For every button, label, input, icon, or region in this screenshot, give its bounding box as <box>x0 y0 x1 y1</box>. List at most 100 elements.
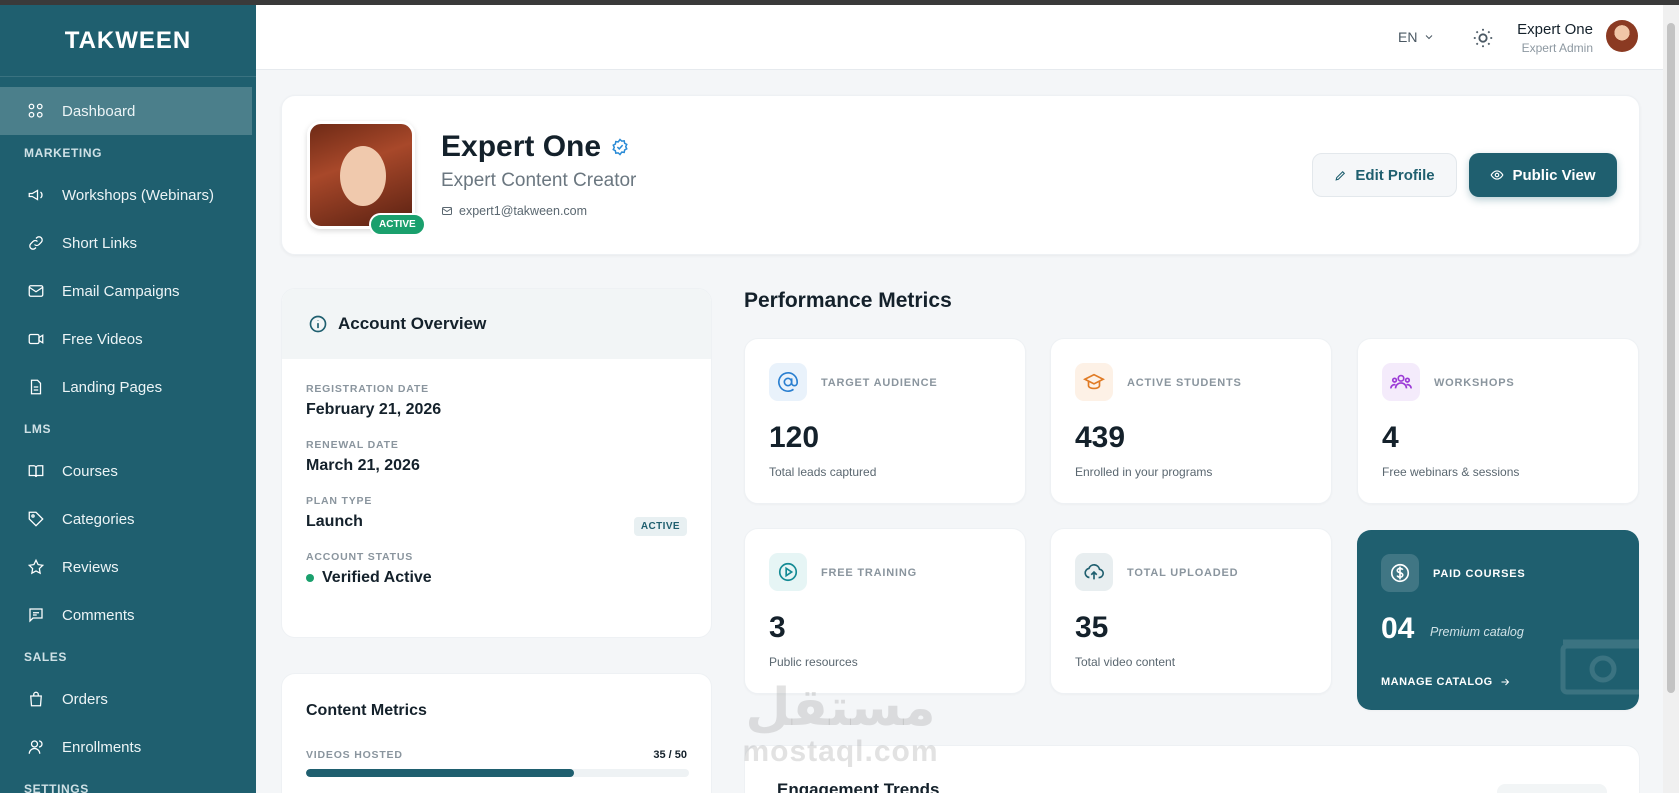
status-dot <box>306 574 314 582</box>
sidebar-item-reviews[interactable]: Reviews <box>0 543 256 591</box>
profile-email: expert1@takween.com <box>441 204 587 218</box>
sidebar-item-label: Free Videos <box>62 330 143 348</box>
sidebar-item-short-links[interactable]: Short Links <box>0 219 256 267</box>
public-view-button[interactable]: Public View <box>1469 153 1617 197</box>
status-badge: ACTIVE <box>369 213 426 236</box>
metric-card-paid-courses[interactable]: PAID COURSES 04 Premium catalog MANAGE C… <box>1357 530 1639 710</box>
account-status-value: Verified Active <box>306 569 687 587</box>
sidebar-item-label: Email Campaigns <box>62 282 180 300</box>
profile-photo <box>307 121 415 229</box>
performance-metrics-title: Performance Metrics <box>744 289 952 312</box>
metric-icon-box <box>769 553 807 591</box>
metric-label: FREE TRAINING <box>821 567 917 579</box>
language-selector[interactable]: EN <box>1398 29 1435 45</box>
metric-value: 04 <box>1381 612 1415 645</box>
sidebar-item-dashboard[interactable]: Dashboard <box>0 87 252 135</box>
registration-date-value: February 21, 2026 <box>306 401 442 418</box>
sidebar-item-label: Orders <box>62 690 108 708</box>
grid-icon <box>26 101 46 121</box>
banknote-icon <box>1559 638 1639 698</box>
metric-card-total-uploaded[interactable]: TOTAL UPLOADED 35 Total video content <box>1050 528 1332 694</box>
star-icon <box>26 557 46 577</box>
video-icon <box>26 329 46 349</box>
account-status-field: ACCOUNT STATUS Verified Active <box>306 551 687 587</box>
metric-icon-box <box>769 363 807 401</box>
sidebar-item-label: Landing Pages <box>62 378 163 396</box>
tag-icon <box>26 509 46 529</box>
language-label: EN <box>1398 29 1418 45</box>
metric-card-active-students[interactable]: ACTIVE STUDENTS 439 Enrolled in your pro… <box>1050 338 1332 504</box>
edit-profile-button[interactable]: Edit Profile <box>1312 153 1457 197</box>
plan-type-value: Launch <box>306 513 363 530</box>
registration-date-field: REGISTRATION DATE February 21, 2026 <box>306 383 687 419</box>
manage-catalog-link[interactable]: MANAGE CATALOG <box>1381 676 1511 688</box>
sidebar-item-workshops[interactable]: Workshops (Webinars) <box>0 171 256 219</box>
videos-hosted-label: VIDEOS HOSTED <box>306 749 403 761</box>
megaphone-icon <box>26 185 46 205</box>
scrollbar-thumb[interactable] <box>1667 23 1675 693</box>
metric-icon-box <box>1075 553 1113 591</box>
metric-icon-box <box>1075 363 1113 401</box>
videos-progress-fill <box>306 769 575 777</box>
comment-icon <box>26 605 46 625</box>
metric-label: WORKSHOPS <box>1434 377 1515 389</box>
premium-catalog-text: Premium catalog <box>1430 625 1524 639</box>
metric-value: 120 <box>769 421 820 454</box>
renewal-date-value: March 21, 2026 <box>306 457 420 474</box>
account-overview-title: Account Overview <box>338 314 487 333</box>
sidebar-item-courses[interactable]: Courses <box>0 447 256 495</box>
sidebar-item-categories[interactable]: Categories <box>0 495 256 543</box>
user-menu[interactable]: Expert One Expert Admin <box>1517 21 1593 55</box>
theme-toggle-sun-icon[interactable] <box>1472 27 1494 49</box>
profile-card: ACTIVE Expert One Expert Content Creator… <box>281 95 1640 255</box>
registration-date-label: REGISTRATION DATE <box>306 383 429 395</box>
section-title-settings: SETTINGS <box>24 782 89 793</box>
metric-card-workshops[interactable]: WORKSHOPS 4 Free webinars & sessions <box>1357 338 1639 504</box>
arrow-right-icon <box>1501 678 1509 686</box>
section-title-lms: LMS <box>24 422 52 436</box>
pencil-icon <box>1335 170 1346 181</box>
metric-subtext: Total video content <box>1075 655 1176 669</box>
book-icon <box>26 461 46 481</box>
sidebar-item-label: Courses <box>62 462 118 480</box>
metric-value: 3 <box>769 611 786 644</box>
sidebar-item-enrollments[interactable]: Enrollments <box>0 723 256 771</box>
sidebar-item-email-campaigns[interactable]: Email Campaigns <box>0 267 256 315</box>
metric-subtext: Enrolled in your programs <box>1075 465 1213 479</box>
sidebar-item-label: Short Links <box>62 234 138 252</box>
content-metrics-title: Content Metrics <box>306 702 427 719</box>
avatar[interactable] <box>1606 20 1638 52</box>
metric-card-target-audience[interactable]: TARGET AUDIENCE 120 Total leads captured <box>744 338 1026 504</box>
renewal-date-label: RENEWAL DATE <box>306 439 399 451</box>
account-overview-card: Account Overview REGISTRATION DATE Febru… <box>281 288 712 638</box>
brand-logo[interactable]: TAKWEEN <box>0 5 256 77</box>
metric-icon-box <box>1382 363 1420 401</box>
user-name: Expert One <box>1517 21 1593 38</box>
sidebar-item-comments[interactable]: Comments <box>0 591 256 639</box>
sidebar-item-free-videos[interactable]: Free Videos <box>0 315 256 363</box>
plan-type-field: PLAN TYPE Launch ACTIVE <box>306 495 687 536</box>
sidebar: TAKWEEN Dashboard MARKETING Workshops (W… <box>0 5 256 793</box>
page-scrollbar[interactable] <box>1663 5 1679 793</box>
dollar-icon <box>1390 563 1410 583</box>
sidebar-item-landing-pages[interactable]: Landing Pages <box>0 363 256 411</box>
account-status-label: ACCOUNT STATUS <box>306 551 414 563</box>
metric-value: 4 <box>1382 421 1399 454</box>
file-icon <box>26 377 46 397</box>
top-header: EN Expert One Expert Admin <box>256 5 1663 70</box>
eye-icon <box>1490 170 1504 180</box>
section-title-sales: SALES <box>24 650 68 664</box>
verified-icon <box>612 138 628 156</box>
at-icon <box>778 372 798 392</box>
metric-value: 35 <box>1075 611 1109 644</box>
metric-card-free-training[interactable]: FREE TRAINING 3 Public resources <box>744 528 1026 694</box>
engagement-range-toggle[interactable] <box>1497 784 1607 793</box>
sidebar-item-orders[interactable]: Orders <box>0 675 256 723</box>
sidebar-item-label: Comments <box>62 606 135 624</box>
info-icon <box>309 315 327 333</box>
user-role: Expert Admin <box>1521 41 1593 55</box>
sidebar-item-label: Dashboard <box>62 102 136 120</box>
mail-icon <box>442 207 452 215</box>
sidebar-item-label: Reviews <box>62 558 119 576</box>
plan-type-label: PLAN TYPE <box>306 495 373 507</box>
